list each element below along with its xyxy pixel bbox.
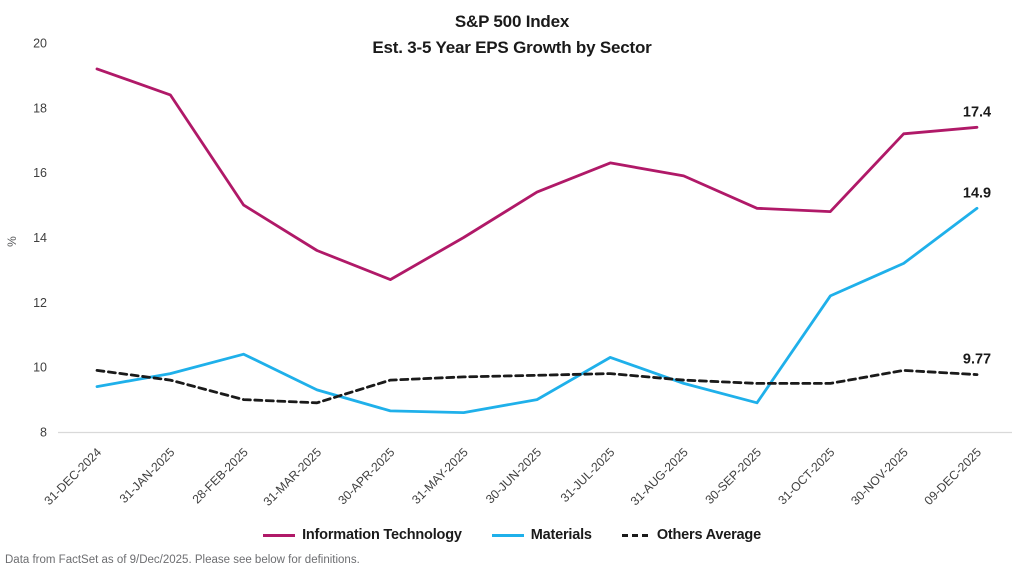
legend-item-others-average: Others Average bbox=[621, 527, 761, 543]
y-tick-label: 20 bbox=[33, 37, 47, 51]
information-technology-end-label: 17.4 bbox=[963, 104, 991, 120]
x-tick-label: 31-MAR-2025 bbox=[261, 445, 325, 509]
legend-item-materials: Materials bbox=[491, 527, 592, 543]
y-tick-label: 10 bbox=[33, 361, 47, 375]
materials-end-label: 14.9 bbox=[963, 185, 991, 201]
source-note: Data from FactSet as of 9/Dec/2025. Plea… bbox=[5, 554, 360, 566]
materials-line bbox=[95, 206, 979, 415]
x-tick-label: 31-AUG-2025 bbox=[628, 445, 691, 508]
x-tick-label: 31-JAN-2025 bbox=[117, 445, 178, 506]
information-technology-line-swatch bbox=[263, 533, 296, 537]
others-average-line-swatch bbox=[621, 533, 650, 537]
x-tick-label: 09-DEC-2025 bbox=[922, 445, 985, 508]
legend-label-materials: Materials bbox=[530, 527, 592, 543]
x-tick-label: 31-JUL-2025 bbox=[558, 445, 618, 505]
chart-title-line1: S&P 500 Index bbox=[454, 12, 570, 31]
y-tick-label: 18 bbox=[33, 101, 47, 115]
chart-title-line2: Est. 3-5 Year EPS Growth by Sector bbox=[372, 38, 652, 57]
y-tick-label: 12 bbox=[33, 296, 47, 310]
x-tick-label: 31-MAY-2025 bbox=[409, 445, 471, 507]
x-tick-label: 30-JUN-2025 bbox=[483, 445, 544, 506]
x-tick-label: 30-NOV-2025 bbox=[848, 445, 911, 508]
y-tick-label: 16 bbox=[33, 166, 47, 180]
information-technology-line bbox=[95, 67, 979, 282]
y-tick-label: 8 bbox=[40, 426, 47, 440]
others-average-line bbox=[95, 368, 979, 405]
legend-item-information-technology: Information Technology bbox=[263, 527, 462, 543]
legend-label-others-average: Others Average bbox=[656, 527, 761, 543]
x-tick-label: 28-FEB-2025 bbox=[190, 445, 251, 506]
x-tick-label: 30-SEP-2025 bbox=[702, 445, 764, 507]
y-tick-label: 14 bbox=[33, 231, 47, 245]
x-tick-label: 30-APR-2025 bbox=[335, 445, 397, 507]
others-average-end-label: 9.77 bbox=[963, 352, 991, 368]
chart-legend: Information Technology Materials Others … bbox=[0, 527, 1024, 543]
x-tick-label: 31-OCT-2025 bbox=[775, 445, 837, 507]
materials-line-swatch bbox=[491, 533, 524, 537]
legend-label-information-technology: Information Technology bbox=[302, 527, 462, 543]
chart-title: S&P 500 Index Est. 3-5 Year EPS Growth b… bbox=[0, 9, 1024, 61]
x-tick-label: 31-DEC-2024 bbox=[42, 445, 105, 508]
y-axis-title: % bbox=[5, 236, 19, 247]
